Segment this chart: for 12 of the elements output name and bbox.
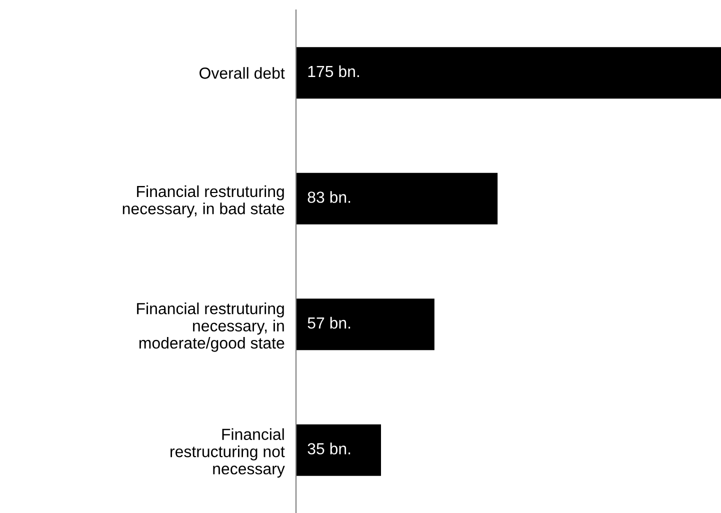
y-tick-label: Financial restruturing necessary, in bad state (122, 185, 284, 218)
bar (296, 47, 721, 99)
bar (296, 424, 381, 476)
data-label: 83 bn. (308, 191, 350, 203)
data-label: 175 bn. (308, 65, 359, 78)
bar (296, 172, 498, 224)
data-label: 35 bn. (308, 442, 350, 454)
data-label: 57 bn. (308, 316, 350, 329)
y-tick-label: Financial restruturing necessary, in moderate/good state (137, 302, 284, 352)
y-tick-label: Overall debt (200, 67, 285, 79)
y-tick-label: Financial restructuring not necessary (170, 428, 285, 478)
bar (296, 298, 434, 350)
